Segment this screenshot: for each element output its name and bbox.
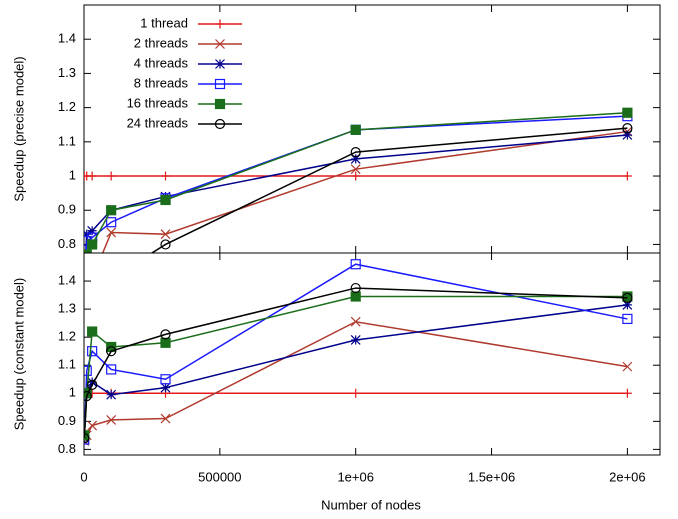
legend-marker bbox=[214, 118, 226, 130]
legend-marker bbox=[215, 19, 225, 29]
marker bbox=[87, 346, 98, 357]
y-tick-label: 1.4 bbox=[58, 272, 76, 287]
legend-label: 4 threads bbox=[134, 55, 189, 70]
marker bbox=[350, 291, 361, 302]
y-tick-label: 0.9 bbox=[58, 413, 76, 428]
marker bbox=[622, 130, 633, 140]
legend-label: 24 threads bbox=[127, 115, 189, 130]
series-line bbox=[150, 127, 628, 253]
marker bbox=[87, 171, 97, 181]
marker bbox=[87, 379, 98, 390]
y-axis-label: Speedup (precise model) bbox=[11, 56, 26, 201]
marker bbox=[351, 171, 361, 181]
marker bbox=[622, 388, 632, 398]
marker bbox=[350, 154, 361, 164]
x-tick-label: 1e+06 bbox=[337, 469, 374, 484]
y-axis-label: Speedup (constant model) bbox=[11, 278, 26, 430]
marker bbox=[350, 146, 361, 158]
marker bbox=[160, 382, 171, 393]
y-tick-label: 1.3 bbox=[58, 301, 76, 316]
marker bbox=[160, 413, 171, 424]
legend-label: 16 threads bbox=[127, 95, 189, 110]
y-tick-label: 0.8 bbox=[58, 441, 76, 456]
marker bbox=[350, 316, 361, 327]
marker bbox=[622, 299, 633, 310]
marker bbox=[160, 374, 171, 385]
y-tick-label: 1.3 bbox=[58, 65, 76, 80]
marker bbox=[622, 107, 633, 118]
marker bbox=[350, 124, 361, 135]
legend-label: 2 threads bbox=[134, 35, 189, 50]
x-tick-label: 0 bbox=[80, 469, 87, 484]
y-tick-label: 0.8 bbox=[58, 236, 76, 251]
marker bbox=[350, 164, 361, 175]
marker bbox=[622, 171, 632, 181]
x-tick-label: 2e+06 bbox=[609, 469, 646, 484]
marker bbox=[350, 335, 361, 345]
marker bbox=[350, 282, 361, 294]
marker bbox=[87, 225, 98, 236]
marker bbox=[106, 227, 117, 238]
x-tick-label: 500000 bbox=[198, 469, 241, 484]
legend-marker bbox=[215, 39, 225, 49]
marker bbox=[160, 239, 171, 250]
marker bbox=[622, 123, 633, 134]
legend-marker bbox=[214, 98, 226, 110]
y-tick-label: 0.9 bbox=[58, 202, 76, 217]
y-tick-label: 1.2 bbox=[58, 329, 76, 344]
marker bbox=[106, 415, 117, 425]
legend-marker bbox=[214, 78, 226, 90]
marker bbox=[160, 329, 171, 340]
marker bbox=[107, 274, 116, 283]
marker bbox=[350, 259, 361, 270]
marker bbox=[87, 377, 98, 387]
y-tick-label: 1 bbox=[69, 385, 76, 400]
plot-area bbox=[84, 107, 633, 283]
marker bbox=[106, 205, 117, 216]
legend-marker bbox=[215, 59, 225, 69]
marker bbox=[106, 217, 117, 228]
x-tick-label: 1.5e+06 bbox=[468, 469, 515, 484]
series-line bbox=[84, 287, 628, 439]
marker bbox=[160, 194, 171, 206]
marker bbox=[87, 326, 98, 337]
marker bbox=[106, 364, 117, 375]
y-tick-label: 1.1 bbox=[58, 357, 76, 372]
series-line bbox=[84, 263, 628, 440]
marker bbox=[622, 292, 633, 303]
marker bbox=[84, 433, 90, 444]
marker bbox=[84, 229, 92, 240]
marker bbox=[87, 420, 98, 431]
x-axis-label: Number of nodes bbox=[321, 497, 421, 512]
marker bbox=[106, 389, 117, 400]
marker bbox=[84, 390, 92, 402]
marker bbox=[160, 229, 171, 240]
marker bbox=[161, 171, 171, 181]
marker bbox=[87, 239, 98, 250]
y-tick-label: 1 bbox=[69, 167, 76, 182]
marker bbox=[84, 249, 92, 253]
marker bbox=[622, 313, 633, 325]
plot-area bbox=[84, 259, 633, 446]
legend-label: 8 threads bbox=[134, 75, 189, 90]
marker bbox=[106, 171, 116, 181]
plot-frame bbox=[83, 252, 661, 456]
y-tick-label: 1.2 bbox=[58, 99, 76, 114]
y-tick-label: 1.1 bbox=[58, 133, 76, 148]
marker bbox=[160, 337, 171, 348]
legend-label: 1 thread bbox=[140, 15, 188, 30]
marker bbox=[106, 346, 117, 357]
marker bbox=[351, 388, 361, 398]
marker bbox=[84, 365, 92, 376]
y-tick-label: 1.4 bbox=[58, 31, 76, 46]
marker bbox=[622, 361, 633, 372]
series-line bbox=[84, 295, 628, 436]
marker bbox=[88, 274, 97, 283]
